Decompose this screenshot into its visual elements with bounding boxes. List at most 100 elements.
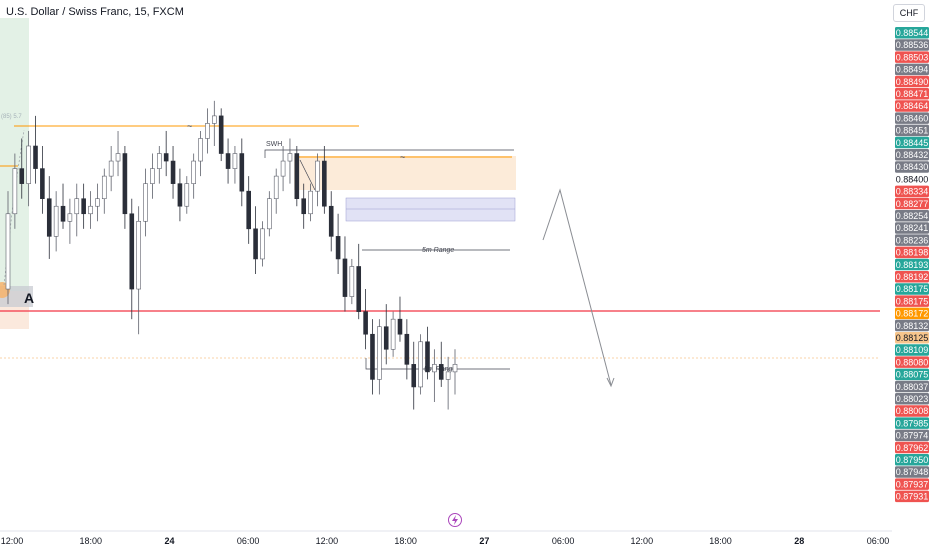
- candle: [246, 176, 251, 244]
- price-label-bg: [895, 332, 929, 344]
- price-label: 0.88193: [895, 258, 929, 271]
- candle: [81, 183, 86, 229]
- price-label-bg: [895, 161, 929, 173]
- price-label-bg: [895, 63, 929, 76]
- candle-body: [342, 258, 348, 297]
- candle: [404, 319, 410, 380]
- price-label: 0.88430: [895, 161, 929, 173]
- price-label: 0.88236: [895, 234, 929, 246]
- candle-body: [122, 153, 128, 215]
- price-label-bg: [895, 319, 929, 332]
- price-label-bg: [895, 222, 929, 234]
- candle-body: [404, 333, 410, 365]
- x-tick-label: 12:00: [316, 536, 339, 546]
- x-tick-label: 18:00: [79, 536, 102, 546]
- price-label-bg: [895, 75, 929, 88]
- candle-body: [108, 160, 114, 177]
- x-tick-label: 12:00: [1, 536, 24, 546]
- lightning-icon[interactable]: [448, 513, 462, 527]
- currency-button[interactable]: CHF: [893, 4, 925, 22]
- price-label-bg: [895, 39, 929, 51]
- candle: [452, 349, 458, 395]
- range-lower-line: [365, 358, 510, 370]
- candle: [397, 296, 403, 342]
- candle-body: [356, 266, 362, 312]
- candle: [101, 168, 107, 214]
- price-label: 0.88008: [895, 405, 929, 417]
- candle: [163, 130, 169, 177]
- price-label-bg: [895, 380, 929, 393]
- price-axis[interactable]: 0.88544 0.88536 0.88503 0.88494 0.88490 0.884…: [895, 27, 929, 503]
- price-label-bg: [895, 417, 929, 429]
- candle: [170, 146, 176, 199]
- candle-body: [212, 115, 217, 124]
- candle-body: [260, 228, 265, 260]
- price-label-text: 0.87985: [896, 418, 929, 428]
- price-label-text: 0.87937: [896, 479, 929, 489]
- candle: [287, 138, 293, 184]
- candle-body: [40, 168, 45, 200]
- range-upper-label: 5m Range: [422, 247, 454, 254]
- candle: [95, 183, 100, 222]
- candle-body: [88, 205, 93, 215]
- price-label-text: 0.88503: [896, 52, 929, 62]
- price-label-text: 0.87950: [896, 455, 929, 465]
- price-label-text: 0.88109: [896, 345, 929, 355]
- candle: [267, 191, 272, 237]
- candle: [225, 138, 231, 184]
- candle-body: [198, 138, 203, 162]
- candle: [315, 153, 320, 207]
- candle-body: [452, 364, 458, 373]
- symbol-title[interactable]: U.S. Dollar / Swiss Franc, 15, FXCM: [6, 6, 184, 18]
- price-label-text: 0.88254: [896, 211, 929, 221]
- price-label: 0.87937: [895, 478, 929, 490]
- marker-label-a: A: [24, 290, 34, 306]
- supply-zone: [294, 156, 516, 190]
- price-label: 0.88432: [895, 149, 929, 161]
- tilde-marker-1: ~: [187, 121, 192, 131]
- price-label-bg: [895, 490, 929, 503]
- candle-body: [301, 198, 307, 215]
- price-label-text: 0.88277: [896, 199, 929, 209]
- candle-body: [5, 213, 11, 290]
- candle: [177, 168, 183, 222]
- candle: [418, 334, 423, 395]
- candle-body: [315, 160, 320, 192]
- candle: [411, 341, 417, 410]
- candle-body: [33, 145, 38, 169]
- price-label-bg: [895, 478, 929, 490]
- price-label: 0.88075: [895, 368, 929, 381]
- candle: [425, 326, 430, 380]
- price-label: 0.87962: [895, 441, 929, 454]
- candle-body: [253, 228, 258, 260]
- candle: [218, 108, 224, 162]
- price-label-bg: [895, 271, 929, 283]
- candle-body: [438, 364, 444, 380]
- candle: [191, 153, 196, 199]
- price-label: 0.88175: [895, 295, 929, 307]
- candle: [184, 176, 190, 214]
- price-label-bg: [895, 295, 929, 307]
- candle: [232, 146, 238, 184]
- price-label-bg: [895, 258, 929, 271]
- price-label-text: 0.88490: [896, 77, 929, 87]
- candle: [342, 236, 348, 312]
- price-label-bg: [895, 234, 929, 246]
- candle: [143, 168, 148, 237]
- candle: [239, 138, 245, 207]
- price-label-bg: [895, 210, 929, 222]
- price-label: 0.88080: [895, 356, 929, 368]
- candle-body: [335, 236, 341, 260]
- price-label-bg: [895, 51, 929, 63]
- candle: [356, 243, 362, 320]
- price-label-bg: [895, 441, 929, 454]
- candle-body: [445, 371, 451, 380]
- candle: [205, 108, 210, 154]
- candle-body: [328, 205, 334, 237]
- candle-body: [143, 183, 148, 222]
- candle-body: [273, 175, 279, 200]
- price-label-bg: [895, 429, 929, 442]
- candle: [390, 311, 396, 357]
- swh-bracket: [264, 149, 514, 158]
